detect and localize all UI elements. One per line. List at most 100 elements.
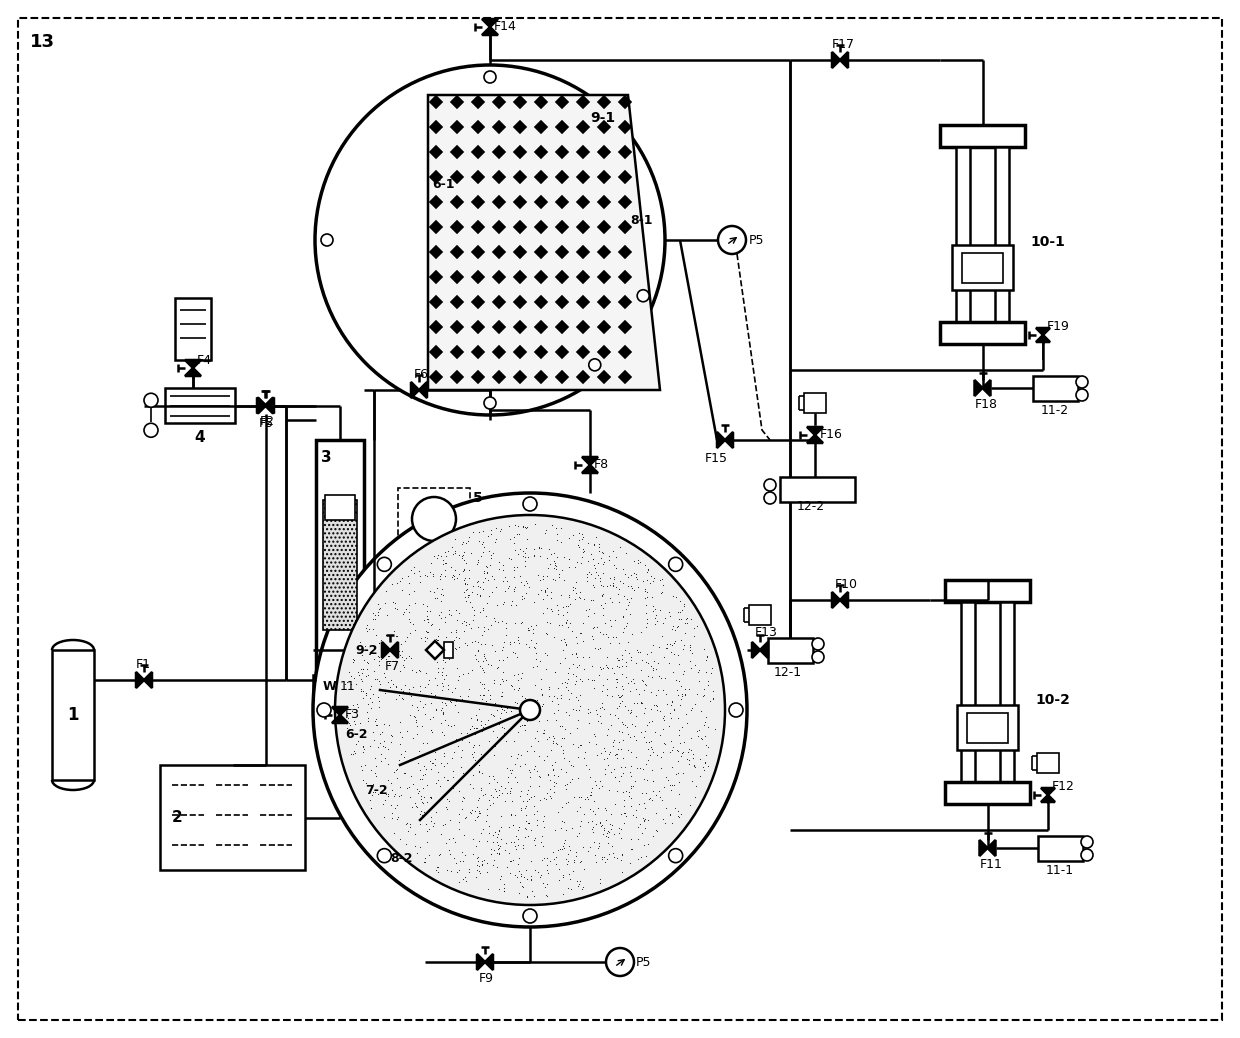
Point — [655, 736, 675, 753]
Point — [551, 534, 570, 550]
Point — [356, 685, 376, 702]
Point — [353, 740, 373, 757]
Point — [429, 739, 449, 756]
Point — [663, 588, 683, 604]
Point — [458, 589, 477, 605]
Polygon shape — [556, 245, 569, 260]
Point — [460, 594, 480, 610]
Point — [481, 526, 501, 543]
Point — [599, 720, 619, 737]
Polygon shape — [596, 295, 611, 309]
Circle shape — [484, 397, 496, 409]
Point — [517, 786, 537, 802]
Point — [387, 769, 407, 786]
Point — [609, 819, 629, 836]
Point — [428, 660, 448, 677]
Point — [479, 682, 498, 699]
Point — [487, 702, 507, 718]
Point — [670, 721, 689, 738]
Point — [501, 748, 521, 765]
Point — [662, 636, 682, 653]
Point — [386, 627, 405, 644]
Point — [677, 614, 697, 631]
Point — [516, 519, 536, 536]
Point — [461, 710, 481, 727]
Point — [627, 641, 647, 658]
Point — [680, 639, 699, 656]
Point — [490, 822, 510, 839]
Point — [502, 762, 522, 778]
Point — [537, 614, 557, 631]
Point — [348, 664, 368, 681]
Point — [365, 638, 384, 655]
Point — [649, 655, 668, 672]
Polygon shape — [618, 145, 632, 159]
Polygon shape — [717, 432, 725, 448]
Point — [487, 597, 507, 613]
Point — [613, 715, 632, 732]
Point — [600, 611, 620, 628]
Point — [417, 598, 436, 614]
Text: 11-1: 11-1 — [1047, 864, 1074, 876]
Point — [634, 761, 653, 777]
Point — [632, 785, 652, 801]
Point — [554, 776, 574, 793]
Circle shape — [317, 703, 331, 717]
Point — [436, 547, 456, 564]
Point — [419, 820, 439, 837]
Point — [577, 602, 596, 619]
Point — [599, 846, 619, 863]
Point — [676, 706, 696, 722]
Point — [620, 729, 640, 745]
Point — [517, 573, 537, 590]
Point — [417, 665, 436, 682]
Point — [455, 575, 475, 592]
Polygon shape — [428, 95, 660, 390]
Point — [641, 733, 661, 749]
Point — [569, 876, 589, 893]
Point — [399, 585, 419, 602]
Point — [363, 621, 383, 637]
Point — [496, 627, 516, 644]
Point — [484, 544, 503, 561]
Point — [547, 557, 567, 574]
Point — [358, 710, 378, 727]
Point — [583, 802, 603, 819]
Point — [521, 737, 541, 754]
Point — [585, 776, 605, 793]
Point — [582, 545, 601, 562]
Point — [351, 683, 371, 700]
Point — [508, 856, 528, 873]
Point — [399, 624, 419, 640]
Point — [360, 737, 379, 754]
Point — [470, 686, 490, 703]
Point — [516, 520, 536, 537]
Bar — [165, 388, 236, 424]
Point — [620, 705, 640, 721]
Point — [517, 540, 537, 556]
Point — [351, 757, 371, 773]
Point — [446, 731, 466, 747]
Point — [358, 666, 378, 683]
Point — [653, 720, 673, 737]
Point — [538, 561, 558, 577]
Bar — [52, 650, 94, 780]
Polygon shape — [832, 52, 839, 69]
Point — [491, 613, 511, 630]
Point — [434, 678, 454, 694]
Point — [396, 632, 415, 649]
Bar — [967, 713, 1008, 743]
Point — [463, 767, 482, 784]
Point — [646, 607, 666, 624]
Polygon shape — [429, 295, 443, 309]
Point — [435, 608, 455, 625]
Point — [463, 830, 482, 847]
Point — [637, 646, 657, 662]
Point — [636, 772, 656, 789]
Point — [668, 802, 688, 819]
Point — [405, 794, 425, 811]
Point — [525, 837, 544, 853]
Point — [627, 552, 647, 569]
Point — [502, 593, 522, 609]
Point — [548, 602, 568, 619]
